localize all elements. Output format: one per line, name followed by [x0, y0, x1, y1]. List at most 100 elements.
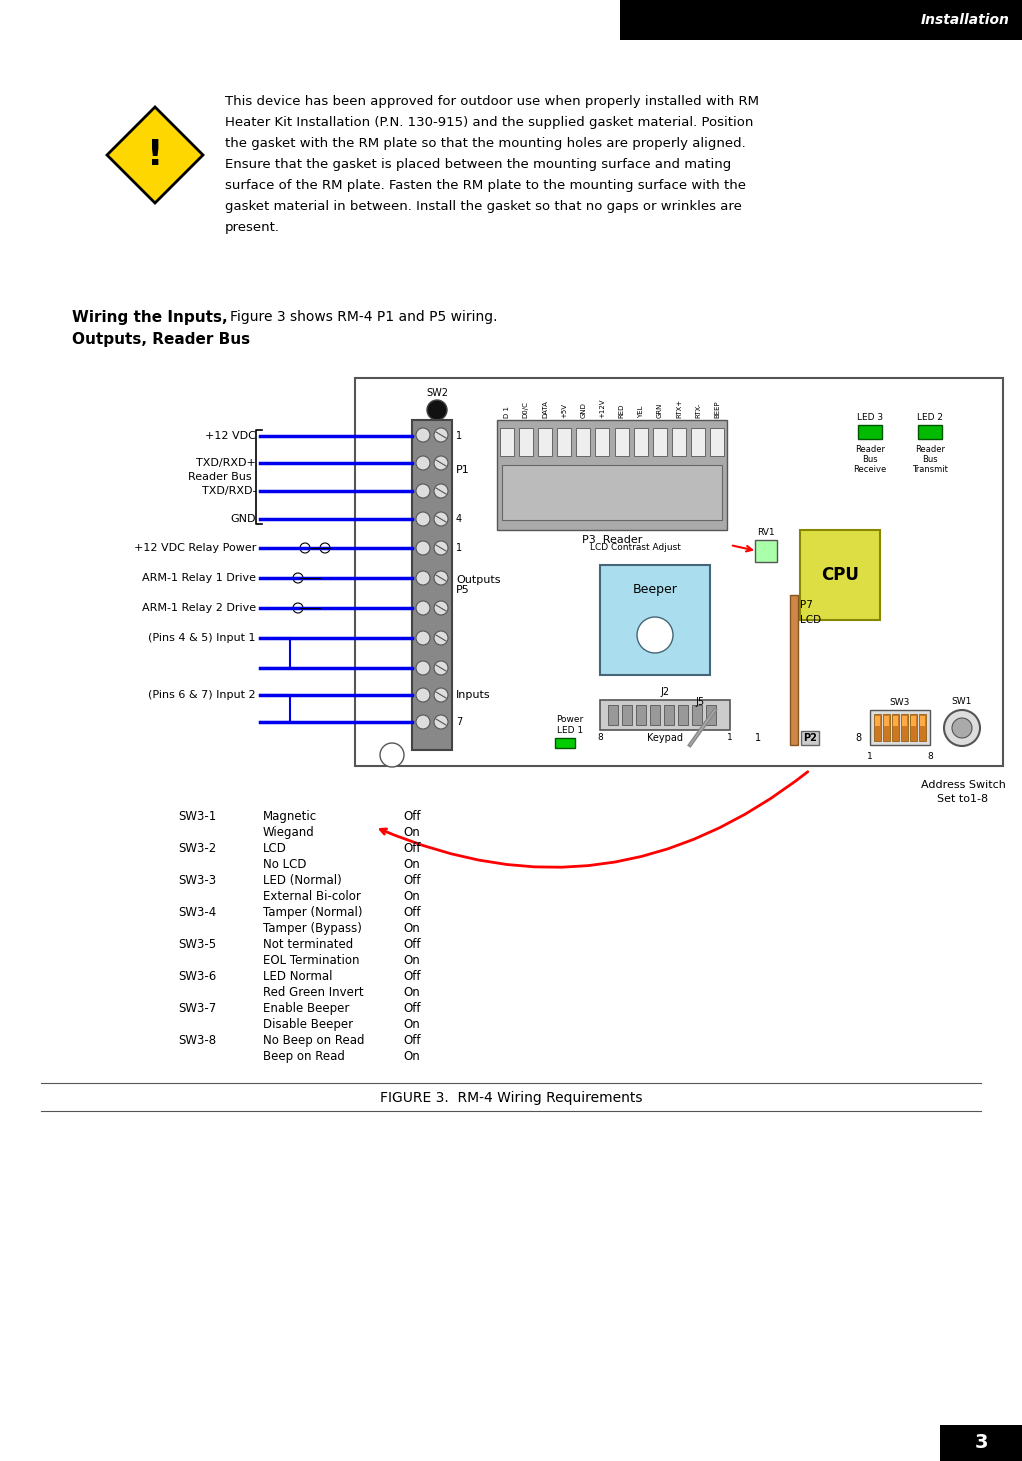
Text: 8: 8 — [597, 733, 603, 742]
Bar — [940, 1424, 1022, 1461]
Text: GND: GND — [580, 402, 587, 418]
Text: BEEP: BEEP — [714, 400, 721, 418]
Text: 1: 1 — [867, 752, 873, 761]
Text: (Pins 4 & 5) Input 1: (Pins 4 & 5) Input 1 — [148, 633, 256, 643]
Circle shape — [320, 543, 330, 554]
Text: On: On — [403, 1050, 420, 1064]
Text: SW1: SW1 — [951, 697, 972, 706]
Bar — [874, 714, 881, 741]
Circle shape — [953, 717, 972, 738]
Text: Receive: Receive — [853, 465, 887, 473]
Text: Outputs, Reader Bus: Outputs, Reader Bus — [72, 332, 250, 348]
Text: Off: Off — [403, 874, 420, 887]
Text: Not terminated: Not terminated — [263, 938, 354, 951]
Text: 1: 1 — [456, 543, 462, 554]
Text: !: ! — [147, 137, 164, 172]
Text: J5: J5 — [695, 697, 704, 707]
Text: Enable Beeper: Enable Beeper — [263, 1002, 350, 1015]
Circle shape — [416, 541, 430, 555]
Text: present.: present. — [225, 221, 280, 234]
Circle shape — [434, 600, 448, 615]
Text: +12V: +12V — [600, 399, 605, 418]
Text: 1: 1 — [755, 733, 761, 744]
Text: ARM-1 Relay 2 Drive: ARM-1 Relay 2 Drive — [142, 603, 256, 614]
Circle shape — [416, 456, 430, 470]
Text: Off: Off — [403, 809, 420, 823]
Text: Wiring the Inputs,: Wiring the Inputs, — [72, 310, 228, 324]
Text: On: On — [403, 825, 420, 839]
Bar — [634, 428, 648, 456]
Text: SW3-5: SW3-5 — [178, 938, 216, 951]
Text: RTX-: RTX- — [695, 403, 701, 418]
Text: Off: Off — [403, 1002, 420, 1015]
Bar — [600, 700, 730, 730]
Text: CPU: CPU — [821, 565, 858, 584]
Text: Bus: Bus — [922, 454, 938, 465]
Text: RV1: RV1 — [757, 527, 775, 538]
Text: Disable Beeper: Disable Beeper — [263, 1018, 354, 1031]
Bar — [858, 425, 882, 438]
Text: RTX+: RTX+ — [677, 399, 682, 418]
Bar — [653, 428, 667, 456]
Circle shape — [416, 631, 430, 644]
Bar — [576, 428, 591, 456]
Text: P3  Reader: P3 Reader — [582, 535, 642, 545]
Bar — [608, 706, 618, 725]
Circle shape — [300, 543, 310, 554]
Bar — [555, 738, 575, 748]
Circle shape — [416, 428, 430, 443]
Text: Address Switch: Address Switch — [921, 780, 1006, 790]
Bar — [790, 595, 798, 745]
Text: Red Green Invert: Red Green Invert — [263, 986, 364, 999]
Bar — [620, 0, 1022, 39]
Text: 4: 4 — [456, 514, 462, 524]
Text: 1: 1 — [727, 733, 733, 742]
Text: surface of the RM plate. Fasten the RM plate to the mounting surface with the: surface of the RM plate. Fasten the RM p… — [225, 180, 746, 191]
Bar — [893, 716, 898, 726]
Text: TXD/RXD+: TXD/RXD+ — [196, 457, 256, 468]
Bar — [600, 565, 710, 675]
Text: Off: Off — [403, 938, 420, 951]
Text: Off: Off — [403, 970, 420, 983]
Text: (Pins 6 & 7) Input 2: (Pins 6 & 7) Input 2 — [148, 690, 256, 700]
Text: SW2: SW2 — [426, 389, 448, 397]
Bar — [678, 706, 688, 725]
Bar — [755, 541, 777, 562]
Text: On: On — [403, 954, 420, 967]
Text: SW3-4: SW3-4 — [178, 906, 217, 919]
Text: Transmit: Transmit — [912, 465, 948, 473]
Bar — [691, 428, 705, 456]
Text: Figure 3 shows RM-4 P1 and P5 wiring.: Figure 3 shows RM-4 P1 and P5 wiring. — [230, 310, 498, 324]
Text: LED Normal: LED Normal — [263, 970, 332, 983]
Circle shape — [434, 571, 448, 584]
Text: Outputs: Outputs — [456, 576, 501, 584]
Circle shape — [416, 714, 430, 729]
Text: Off: Off — [403, 1034, 420, 1048]
Text: On: On — [403, 986, 420, 999]
Text: Tamper (Bypass): Tamper (Bypass) — [263, 922, 362, 935]
Bar — [519, 428, 532, 456]
Bar — [672, 428, 686, 456]
Text: SW3-7: SW3-7 — [178, 1002, 217, 1015]
Circle shape — [434, 631, 448, 644]
Text: Beeper: Beeper — [633, 583, 678, 596]
Circle shape — [427, 400, 447, 419]
Text: No LCD: No LCD — [263, 858, 307, 871]
Text: Reader: Reader — [855, 446, 885, 454]
Text: LCD Contrast Adjust: LCD Contrast Adjust — [590, 543, 681, 552]
Bar — [911, 716, 916, 726]
Text: Off: Off — [403, 906, 420, 919]
Text: DATA: DATA — [542, 400, 548, 418]
Text: P5: P5 — [456, 584, 470, 595]
Bar — [910, 714, 917, 741]
Circle shape — [434, 541, 448, 555]
Text: Reader: Reader — [915, 446, 945, 454]
Text: LCD: LCD — [263, 842, 287, 855]
Bar — [892, 714, 899, 741]
Text: Keypad: Keypad — [647, 733, 683, 744]
Circle shape — [416, 571, 430, 584]
Bar — [355, 378, 1003, 766]
Circle shape — [434, 456, 448, 470]
Text: Installation: Installation — [921, 13, 1010, 26]
Bar — [502, 465, 722, 520]
